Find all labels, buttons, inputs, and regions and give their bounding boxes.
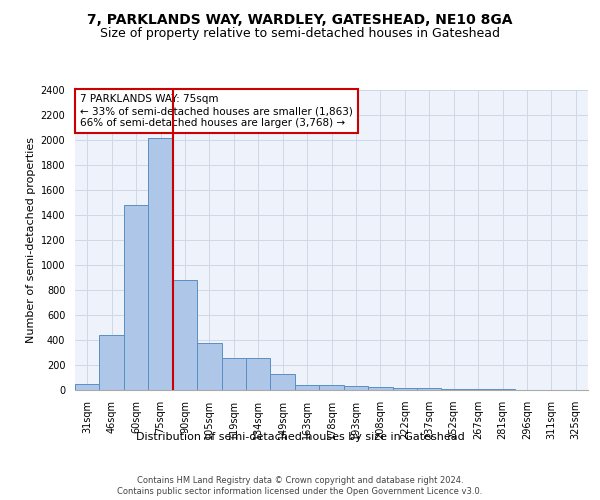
Bar xyxy=(197,343,221,390)
Text: Contains HM Land Registry data © Crown copyright and database right 2024.: Contains HM Land Registry data © Crown c… xyxy=(137,476,463,485)
Bar xyxy=(319,385,344,390)
Bar xyxy=(295,385,319,390)
Bar xyxy=(100,335,124,390)
Bar xyxy=(442,389,466,390)
Text: 7, PARKLANDS WAY, WARDLEY, GATESHEAD, NE10 8GA: 7, PARKLANDS WAY, WARDLEY, GATESHEAD, NE… xyxy=(87,12,513,26)
Bar xyxy=(75,384,100,390)
Bar xyxy=(173,280,197,390)
Bar xyxy=(368,387,392,390)
Bar xyxy=(246,358,271,390)
Text: Size of property relative to semi-detached houses in Gateshead: Size of property relative to semi-detach… xyxy=(100,28,500,40)
Bar xyxy=(124,205,148,390)
Text: Contains public sector information licensed under the Open Government Licence v3: Contains public sector information licen… xyxy=(118,488,482,496)
Text: Distribution of semi-detached houses by size in Gateshead: Distribution of semi-detached houses by … xyxy=(136,432,464,442)
Bar xyxy=(271,374,295,390)
Bar xyxy=(221,358,246,390)
Text: 7 PARKLANDS WAY: 75sqm
← 33% of semi-detached houses are smaller (1,863)
66% of : 7 PARKLANDS WAY: 75sqm ← 33% of semi-det… xyxy=(80,94,353,128)
Bar xyxy=(148,138,173,390)
Bar xyxy=(344,386,368,390)
Y-axis label: Number of semi-detached properties: Number of semi-detached properties xyxy=(26,137,37,343)
Bar xyxy=(417,388,442,390)
Bar xyxy=(392,388,417,390)
